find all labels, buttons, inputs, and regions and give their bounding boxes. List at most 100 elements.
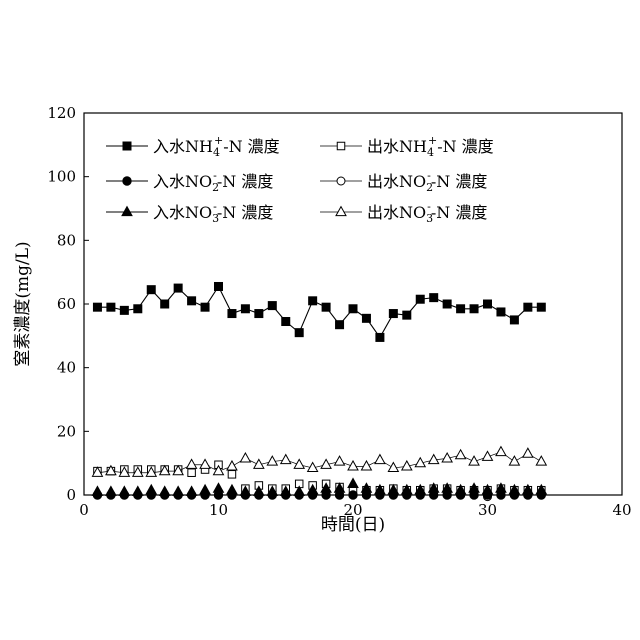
legend-label: 出水NO3--N 濃度 — [367, 200, 487, 225]
data-point — [430, 294, 438, 302]
data-point — [160, 486, 170, 495]
data-point — [496, 447, 506, 456]
legend-label-main: 出水NO — [367, 172, 426, 191]
data-point — [349, 491, 357, 499]
data-point — [255, 310, 263, 318]
y-tick-label: 120 — [47, 104, 76, 122]
data-point — [348, 478, 358, 487]
legend-label-superscript: + — [428, 134, 437, 147]
data-point — [443, 300, 451, 308]
data-point — [146, 485, 156, 494]
data-point — [228, 471, 236, 479]
legend-item: 出水NO2--N 濃度 — [320, 169, 487, 194]
data-point — [200, 459, 210, 468]
data-point — [92, 486, 102, 495]
data-point — [524, 303, 532, 311]
data-point — [214, 483, 224, 492]
legend-label-subscript: 4 — [213, 146, 220, 159]
data-point — [403, 311, 411, 319]
y-tick-label: 100 — [47, 168, 76, 186]
data-point — [537, 303, 545, 311]
data-point — [133, 486, 143, 495]
legend-label-suffix: -N 濃度 — [223, 137, 280, 156]
data-point — [187, 459, 197, 468]
series-6 — [92, 447, 546, 477]
data-point — [470, 305, 478, 313]
data-point — [523, 448, 533, 457]
data-point — [389, 310, 397, 318]
data-point — [295, 329, 303, 337]
legend-item: 入水NO2--N 濃度 — [106, 169, 273, 194]
data-point — [201, 303, 209, 311]
data-point — [536, 456, 546, 465]
data-point — [215, 282, 223, 290]
data-point — [187, 486, 197, 495]
data-point — [268, 302, 276, 310]
data-point — [200, 485, 210, 494]
legend-label: 入水NO3--N 濃度 — [153, 200, 273, 225]
legend: 入水NH4+-N 濃度出水NH4+-N 濃度入水NO2--N 濃度出水NO2--… — [106, 134, 494, 225]
data-point — [375, 455, 385, 464]
legend-label: 入水NO2--N 濃度 — [153, 169, 273, 194]
legend-label-suffix: -N 濃度 — [217, 203, 274, 222]
data-point — [173, 486, 183, 495]
data-point — [361, 461, 371, 470]
legend-marker — [123, 142, 131, 150]
series-1 — [93, 282, 545, 341]
legend-label-main: 入水NH — [153, 137, 213, 156]
legend-item: 出水NH4+-N 濃度 — [320, 134, 494, 159]
data-point — [107, 303, 115, 311]
legend-label-main: 入水NO — [153, 203, 212, 222]
legend-label: 出水NO2--N 濃度 — [367, 169, 487, 194]
legend-label-suffix: -N 濃度 — [217, 172, 274, 191]
data-point — [497, 308, 505, 316]
legend-label: 入水NH4+-N 濃度 — [153, 134, 280, 159]
legend-label-suffix: -N 濃度 — [437, 137, 494, 156]
data-point — [227, 485, 237, 494]
legend-label-main: 入水NO — [153, 172, 212, 191]
legend-item: 入水NO3--N 濃度 — [106, 200, 273, 225]
legend-item: 出水NO3--N 濃度 — [320, 200, 487, 225]
data-point — [227, 461, 237, 470]
legend-marker — [336, 207, 346, 216]
data-point — [161, 300, 169, 308]
data-point — [510, 316, 518, 324]
data-point — [240, 453, 250, 462]
data-point — [335, 456, 345, 465]
y-tick-label: 40 — [57, 359, 76, 377]
legend-marker — [337, 142, 345, 150]
data-point — [429, 455, 439, 464]
data-point — [120, 306, 128, 314]
data-point — [388, 463, 398, 472]
data-point — [281, 455, 291, 464]
data-point — [376, 333, 384, 341]
data-point — [456, 450, 466, 459]
x-tick-label: 10 — [209, 501, 228, 519]
x-tick-label: 0 — [79, 501, 89, 519]
legend-item: 入水NH4+-N 濃度 — [106, 134, 280, 159]
x-tick-label: 30 — [478, 501, 497, 519]
data-point — [349, 305, 357, 313]
x-axis-title: 時間(日) — [321, 515, 385, 535]
legend-label: 出水NH4+-N 濃度 — [367, 134, 494, 159]
legend-marker — [337, 177, 345, 185]
y-tick-label: 80 — [57, 231, 76, 249]
legend-label-suffix: -N 濃度 — [431, 203, 488, 222]
data-point — [174, 284, 182, 292]
legend-marker — [122, 207, 132, 216]
x-tick-label: 40 — [612, 501, 631, 519]
data-point — [484, 300, 492, 308]
legend-label-main: 出水NO — [367, 203, 426, 222]
data-point — [322, 303, 330, 311]
data-point — [134, 305, 142, 313]
data-point — [509, 456, 519, 465]
y-axis-title: 窒素濃度(mg/L) — [13, 241, 33, 366]
data-point — [119, 486, 129, 495]
data-point — [106, 486, 116, 495]
data-point — [336, 321, 344, 329]
data-point — [241, 305, 249, 313]
legend-label-subscript: 4 — [427, 146, 434, 159]
series-layer — [92, 282, 546, 500]
legend-label-superscript: + — [214, 134, 223, 147]
